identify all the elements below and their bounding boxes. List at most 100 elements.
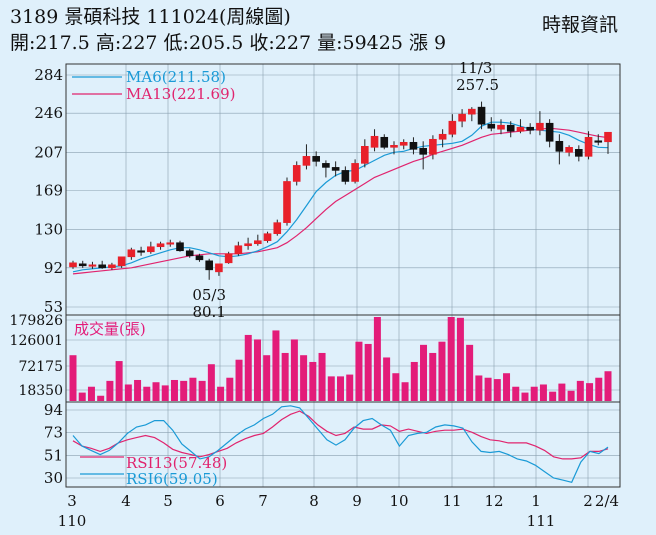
ma6-legend-label: MA6(211.58) xyxy=(126,68,226,86)
volume-bar xyxy=(244,334,252,401)
volume-bar xyxy=(364,343,372,401)
month-tick-label: 2/4 xyxy=(595,492,619,510)
month-tick-label: 12 xyxy=(484,492,503,510)
volume-bar xyxy=(78,392,86,401)
price-tick-label: 53 xyxy=(44,298,63,316)
candle-body xyxy=(254,240,262,245)
volume-bar xyxy=(576,380,584,401)
price-tick-label: 169 xyxy=(34,181,63,199)
volume-bar xyxy=(484,377,492,401)
volume-bars xyxy=(69,317,612,401)
volume-bar xyxy=(475,375,483,401)
price-tick-label: 207 xyxy=(34,143,63,161)
month-tick-label: 7 xyxy=(258,492,268,510)
candle-body xyxy=(604,131,612,143)
candle-body xyxy=(69,262,77,268)
low-date-annotation: 05/3 xyxy=(192,286,226,304)
candle-body xyxy=(419,148,427,155)
volume-bar xyxy=(493,379,501,401)
month-tick-label: 3 xyxy=(67,492,77,510)
candle-body xyxy=(302,156,311,166)
rsi13-line xyxy=(72,410,609,460)
volume-tick-label: 179826 xyxy=(10,313,64,329)
month-tick-label: 11 xyxy=(442,492,461,510)
volume-bar xyxy=(438,341,446,401)
candle-body xyxy=(234,245,243,255)
month-tick-label: 6 xyxy=(215,492,225,510)
volume-bar xyxy=(392,373,400,401)
rsi-tick-label: 94 xyxy=(44,401,63,419)
volume-bar xyxy=(87,386,95,401)
volume-bar xyxy=(143,386,151,401)
candle-body xyxy=(380,136,389,148)
candle-body xyxy=(545,122,554,142)
candle-body xyxy=(409,141,418,150)
volume-bar xyxy=(604,371,612,401)
candle-body xyxy=(263,233,272,242)
candle-body xyxy=(244,243,252,247)
volume-bar xyxy=(189,377,197,401)
candle-body xyxy=(351,163,359,182)
candle-body xyxy=(370,135,379,148)
candle-body xyxy=(429,138,437,155)
candle-body xyxy=(438,133,447,140)
volume-bar xyxy=(530,386,538,401)
volume-bar xyxy=(383,357,391,401)
price-tick-label: 130 xyxy=(34,221,63,239)
source-label: 時報資訊 xyxy=(541,14,618,36)
month-tick-label: 2 xyxy=(583,492,593,510)
month-tick-label: 9 xyxy=(352,492,362,510)
candle-body xyxy=(565,147,573,153)
volume-bar xyxy=(549,391,557,401)
candle-body xyxy=(341,170,350,182)
month-tick-label: 10 xyxy=(389,492,408,510)
volume-bar xyxy=(401,382,409,401)
candle-body xyxy=(273,222,282,234)
volume-bar xyxy=(290,339,298,401)
candle-body xyxy=(166,242,175,245)
volume-bar xyxy=(217,386,225,401)
volume-bar xyxy=(318,352,326,401)
volume-bar xyxy=(567,390,575,401)
year-tick-label: 110 xyxy=(58,512,87,530)
candle-body xyxy=(312,156,320,162)
volume-bar xyxy=(337,376,344,401)
candle-body xyxy=(176,242,184,252)
price-tick-label: 92 xyxy=(44,259,63,277)
volume-bar xyxy=(456,317,464,401)
price-tick-label: 246 xyxy=(34,104,63,122)
candle-body xyxy=(292,165,301,182)
volume-bar xyxy=(207,364,215,401)
candle-body xyxy=(487,123,496,129)
volume-bar xyxy=(106,380,114,401)
volume-bar xyxy=(420,344,428,401)
volume-bar xyxy=(410,361,418,401)
candle-body xyxy=(137,250,145,253)
volume-bar xyxy=(115,361,123,401)
volume-tick-label: 126001 xyxy=(10,333,63,349)
volume-bar xyxy=(539,384,547,401)
candle-body xyxy=(536,122,544,131)
volume-bar xyxy=(124,384,132,401)
candle-body xyxy=(322,163,330,168)
rsi-tick-label: 51 xyxy=(44,447,63,465)
volume-bar xyxy=(253,339,261,401)
candle-body xyxy=(283,181,291,223)
volume-bar xyxy=(281,352,289,401)
volume-bar xyxy=(263,355,271,401)
chart-border xyxy=(65,63,621,488)
candle-body xyxy=(147,246,155,253)
candle-body xyxy=(98,264,106,269)
volume-bar xyxy=(235,359,243,401)
volume-bar xyxy=(300,355,308,401)
rsi6-legend-label: RSI6(59.05) xyxy=(126,470,218,488)
candle-body xyxy=(156,243,165,248)
candle-body xyxy=(361,146,369,164)
candle-body xyxy=(497,124,505,130)
volume-bar xyxy=(134,379,142,401)
candle-body xyxy=(127,249,136,258)
candle-body xyxy=(195,255,204,261)
volume-panel-title: 成交量(張) xyxy=(74,320,146,338)
rsi6-line xyxy=(72,405,609,484)
